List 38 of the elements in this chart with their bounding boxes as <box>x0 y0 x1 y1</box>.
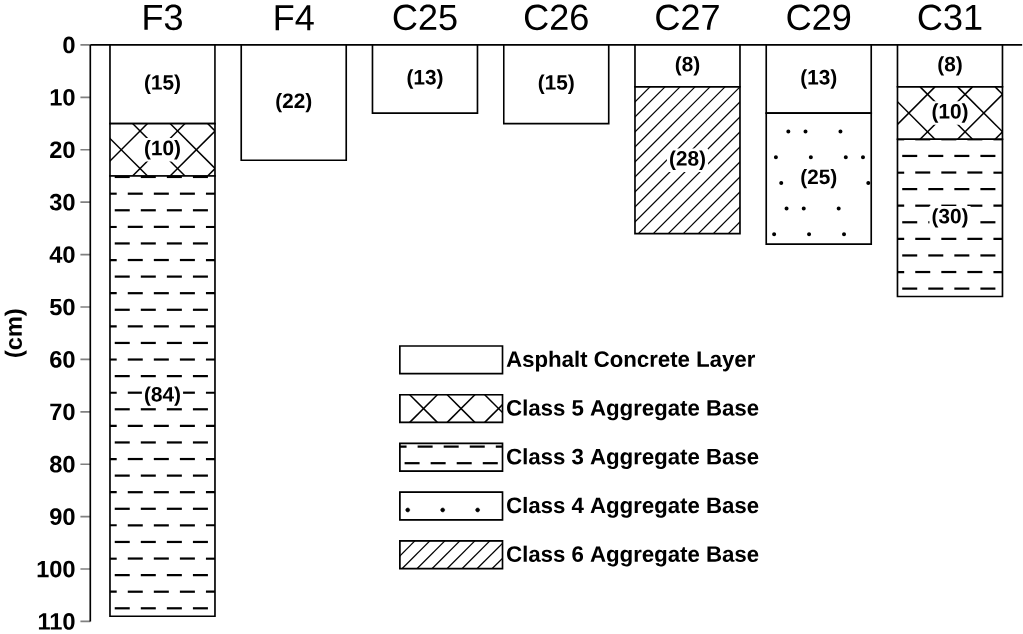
y-tick-label: 100 <box>37 560 75 578</box>
data-label: (84) <box>145 386 180 406</box>
data-label: (25) <box>801 168 837 189</box>
legend-label: Class 3 Aggregate Base <box>507 447 759 469</box>
data-label: (13) <box>407 69 443 89</box>
legend-label: Class 5 Aggregate Base <box>507 399 759 421</box>
y-tick-label: 70 <box>50 403 75 420</box>
y-tick-label: 30 <box>49 193 75 211</box>
y-tick-label: 20 <box>50 141 75 158</box>
y-tick-label: 60 <box>50 350 75 368</box>
data-label: (15) <box>538 74 574 94</box>
y-tick-label: 10 <box>50 88 75 106</box>
data-label: (10) <box>145 139 180 160</box>
x-tick-label: C26 <box>524 4 588 30</box>
data-label: (15) <box>145 74 180 94</box>
x-tick-label: C31 <box>918 4 982 30</box>
data-label: (8) <box>675 56 700 76</box>
data-label: (13) <box>801 69 837 89</box>
data-label: (30) <box>932 207 968 228</box>
y-tick-label: 110 <box>38 612 75 630</box>
data-label: (22) <box>276 92 312 113</box>
data-label: (8) <box>938 56 962 76</box>
y-tick-label: 80 <box>50 455 75 473</box>
y-axis-title: (cm) <box>4 309 27 357</box>
y-tick-label: 50 <box>49 298 75 316</box>
x-tick-label: C29 <box>787 4 851 30</box>
y-tick-label: 40 <box>49 246 75 263</box>
x-tick-label: C25 <box>393 4 457 30</box>
legend-label: Asphalt Concrete Layer <box>506 350 756 372</box>
y-tick-label: 90 <box>50 508 75 525</box>
legend-label: Class 6 Aggregate Base <box>507 545 759 567</box>
x-tick-label: F3 <box>144 4 182 30</box>
x-tick-label: C27 <box>656 4 719 30</box>
y-tick-label: 0 <box>63 36 75 54</box>
data-label: (10) <box>932 103 968 123</box>
legend-label: Class 4 Aggregate Base <box>507 496 759 518</box>
x-tick-label: F4 <box>275 5 314 30</box>
data-label: (28) <box>670 150 705 170</box>
